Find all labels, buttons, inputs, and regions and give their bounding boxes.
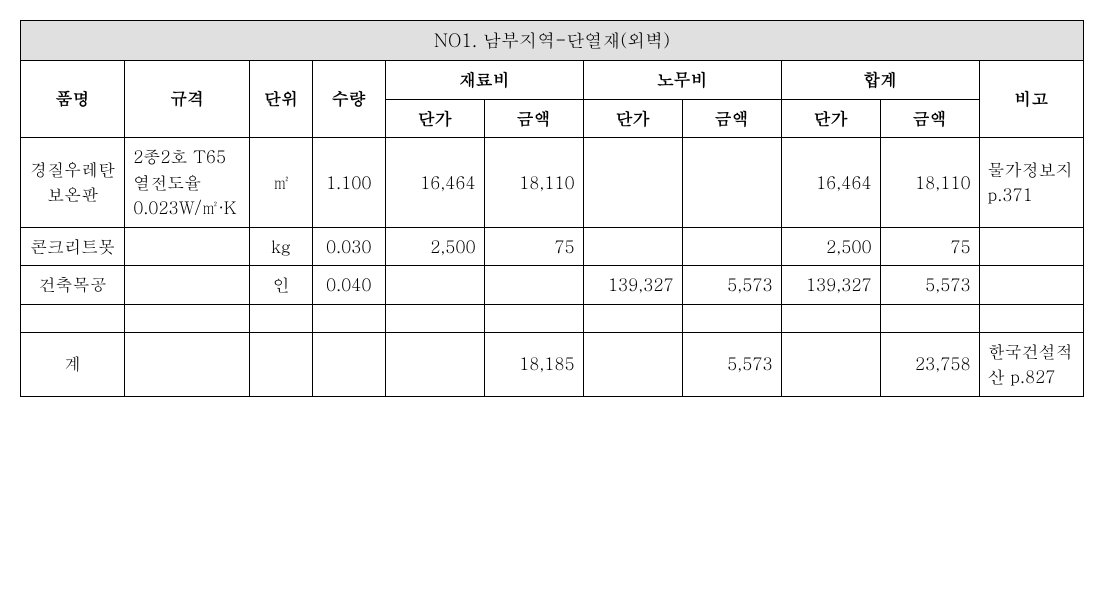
cell-mat-amount: 18,110: [484, 138, 583, 228]
header-labor: 노무비: [583, 61, 781, 100]
cell-tot-price: 139,327: [781, 266, 880, 305]
cell-lab-amount: [682, 227, 781, 266]
cell-item: 경질우레탄보온판: [21, 138, 125, 228]
header-material: 재료비: [385, 61, 583, 100]
table-row-empty: [21, 304, 1084, 332]
cell-mat-amount: [484, 266, 583, 305]
cell-lab-amount: 5,573: [682, 266, 781, 305]
cell-lab-price: [583, 138, 682, 228]
cell-mat-price: 16,464: [385, 138, 484, 228]
subtotal-label: 계: [21, 332, 125, 396]
cell-spec: 2종2호 T65 열전도율 0.023W/㎡·K: [125, 138, 250, 228]
header-total: 합계: [781, 61, 979, 100]
cell-tot-amount: 5,573: [880, 266, 979, 305]
table-row: 경질우레탄보온판 2종2호 T65 열전도율 0.023W/㎡·K ㎡ 1.10…: [21, 138, 1084, 228]
header-lab-amount: 금액: [682, 99, 781, 138]
header-qty: 수량: [312, 61, 385, 138]
subtotal-remark: 한국건설적산 p.827: [979, 332, 1083, 396]
header-mat-price: 단가: [385, 99, 484, 138]
header-item: 품명: [21, 61, 125, 138]
cell-lab-price: [583, 227, 682, 266]
header-remark: 비고: [979, 61, 1083, 138]
table-title: NO1. 남부지역-단열재(외벽): [21, 21, 1084, 61]
cost-table: NO1. 남부지역-단열재(외벽) 품명 규격 단위 수량 재료비 노무비 합계…: [20, 20, 1084, 397]
cell-spec: [125, 266, 250, 305]
cell-remark: [979, 227, 1083, 266]
cell-item: 건축목공: [21, 266, 125, 305]
cell-spec: [125, 227, 250, 266]
cell-qty: 0.030: [312, 227, 385, 266]
header-mat-amount: 금액: [484, 99, 583, 138]
cell-unit: ㎡: [250, 138, 313, 228]
cell-tot-amount: 75: [880, 227, 979, 266]
cell-lab-price: 139,327: [583, 266, 682, 305]
cell-qty: 1.100: [312, 138, 385, 228]
table-row-subtotal: 계 18,185 5,573 23,758 한국건설적산 p.827: [21, 332, 1084, 396]
header-lab-price: 단가: [583, 99, 682, 138]
cell-lab-amount: [682, 138, 781, 228]
subtotal-mat-amount: 18,185: [484, 332, 583, 396]
header-tot-amount: 금액: [880, 99, 979, 138]
cell-mat-price: 2,500: [385, 227, 484, 266]
cell-remark: 물가정보지 p.371: [979, 138, 1083, 228]
cell-mat-price: [385, 266, 484, 305]
subtotal-lab-amount: 5,573: [682, 332, 781, 396]
cell-remark: [979, 266, 1083, 305]
subtotal-tot-amount: 23,758: [880, 332, 979, 396]
cell-tot-price: 2,500: [781, 227, 880, 266]
cell-item: 콘크리트못: [21, 227, 125, 266]
header-tot-price: 단가: [781, 99, 880, 138]
cell-tot-amount: 18,110: [880, 138, 979, 228]
cell-qty: 0.040: [312, 266, 385, 305]
table-row: 콘크리트못 kg 0.030 2,500 75 2,500 75: [21, 227, 1084, 266]
cell-mat-amount: 75: [484, 227, 583, 266]
cell-unit: 인: [250, 266, 313, 305]
header-unit: 단위: [250, 61, 313, 138]
cell-tot-price: 16,464: [781, 138, 880, 228]
cell-unit: kg: [250, 227, 313, 266]
header-spec: 규격: [125, 61, 250, 138]
table-row: 건축목공 인 0.040 139,327 5,573 139,327 5,573: [21, 266, 1084, 305]
